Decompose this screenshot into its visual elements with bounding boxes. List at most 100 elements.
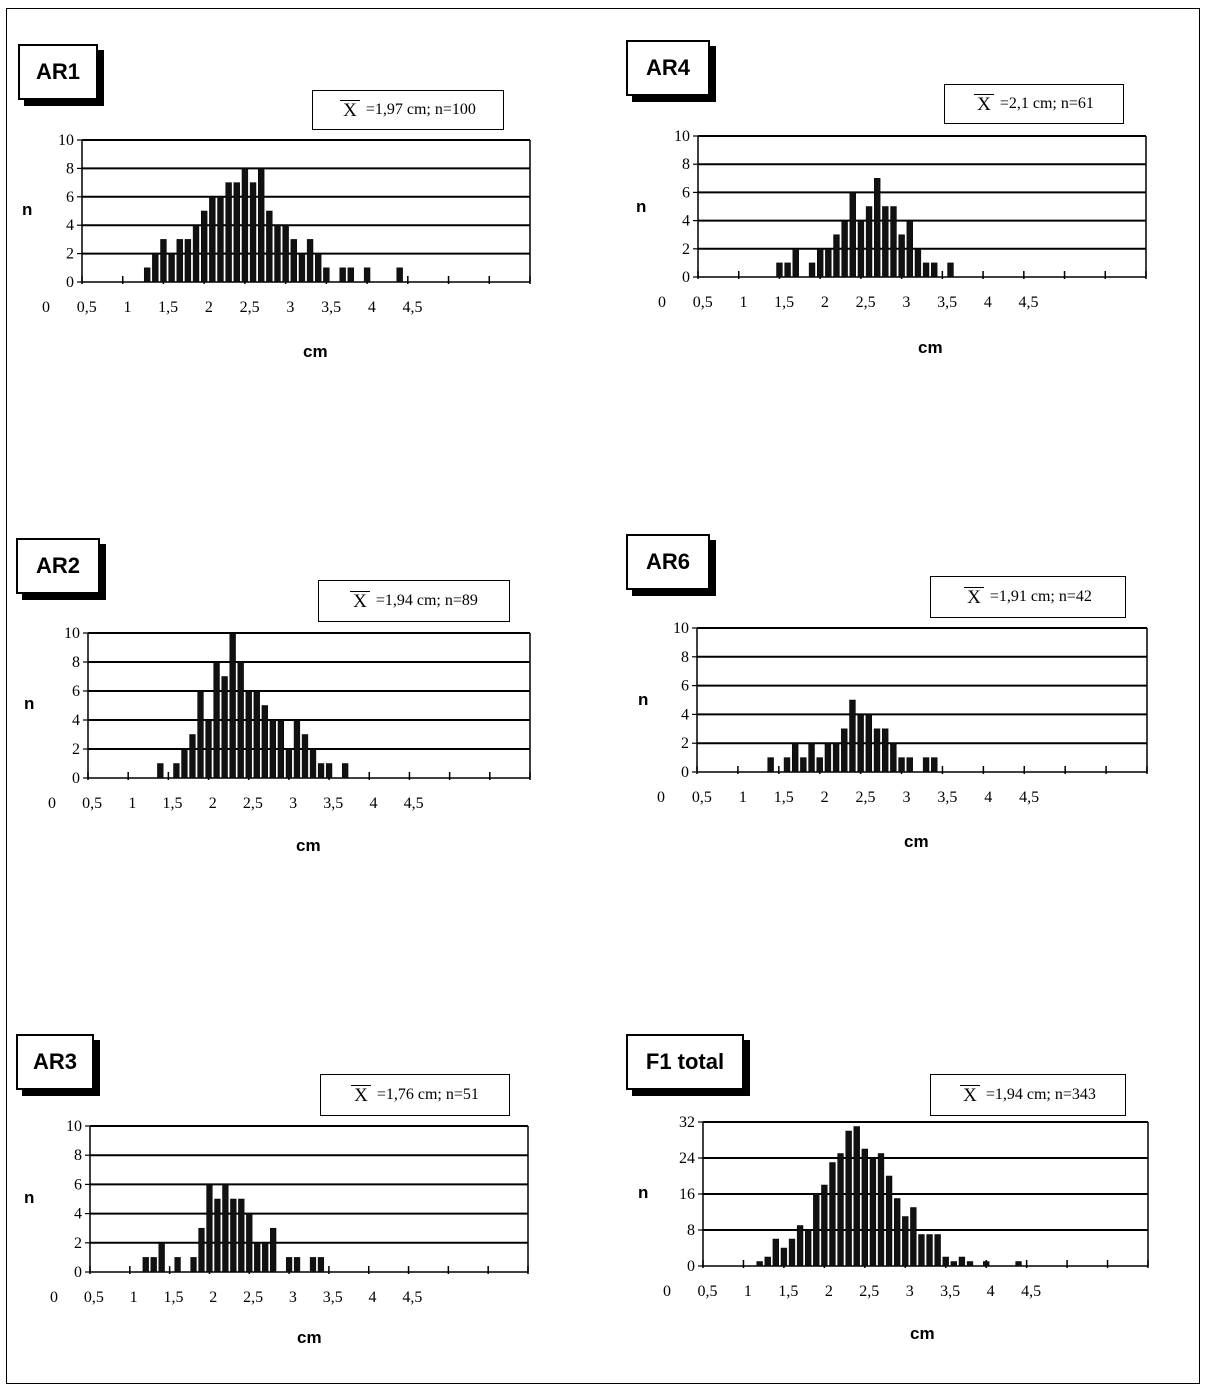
y-tick-label: 2 xyxy=(74,1235,82,1252)
histogram-bar xyxy=(902,1216,909,1267)
x-tick-label: 4,5 xyxy=(1019,789,1039,806)
histogram-bar xyxy=(309,748,317,779)
x-tick-label: 4 xyxy=(984,789,992,806)
x-axis-title: cm xyxy=(904,832,929,851)
histogram-bar xyxy=(266,210,273,283)
histogram-bar xyxy=(885,1175,893,1267)
mean-annotation: X =1,76 cm; n=51 xyxy=(320,1074,510,1116)
histogram-bar xyxy=(922,262,930,278)
x-tick-label: 1,5 xyxy=(158,299,178,316)
histogram-bar xyxy=(229,632,236,779)
y-tick-label: 4 xyxy=(72,712,80,729)
x-tick-label: 3 xyxy=(289,1289,297,1306)
histogram-bar xyxy=(293,1257,301,1273)
mean-text: =2,1 cm; n=61 xyxy=(999,95,1094,112)
histogram-bar xyxy=(168,253,175,283)
histogram-bar xyxy=(209,196,216,283)
histogram-bar xyxy=(906,757,913,773)
histogram-bar xyxy=(190,1257,197,1273)
y-tick-label: 0 xyxy=(682,269,690,286)
histogram-bar xyxy=(958,1256,966,1267)
x-tick-label: 1 xyxy=(128,795,136,812)
histogram-bar xyxy=(325,763,333,779)
histogram-bar xyxy=(261,705,268,779)
histogram-bar xyxy=(253,690,260,779)
mean-symbol: X xyxy=(964,586,984,608)
x-tick-label: 4,5 xyxy=(404,795,424,812)
histogram-bar xyxy=(230,1198,237,1273)
y-tick-label: 10 xyxy=(674,128,690,145)
histogram-bar xyxy=(306,239,314,283)
y-tick-label: 2 xyxy=(66,246,74,263)
y-tick-label: 6 xyxy=(74,1176,82,1193)
histogram-bar xyxy=(249,182,257,283)
histogram-bar xyxy=(290,239,297,283)
x-axis-title: cm xyxy=(910,1324,935,1343)
histogram-bar xyxy=(233,182,240,283)
histogram-bar xyxy=(910,1207,917,1267)
y-tick-label: 8 xyxy=(682,156,690,173)
histogram-bar xyxy=(983,1261,990,1267)
histogram-bar xyxy=(309,1257,317,1273)
x-tick-label: 0 xyxy=(50,1289,58,1306)
histogram-bar xyxy=(942,1256,949,1267)
x-tick-label: 3,5 xyxy=(937,294,957,311)
histogram-bar xyxy=(176,239,183,283)
x-tick-label: 2,5 xyxy=(856,789,876,806)
histogram-bar xyxy=(918,1234,925,1267)
histogram-bar xyxy=(881,728,889,773)
x-tick-label: 2 xyxy=(825,1283,833,1300)
panel-label: AR2 xyxy=(16,538,100,594)
histogram-bar xyxy=(816,757,823,773)
histogram-bar xyxy=(841,220,848,278)
histogram-bar xyxy=(285,748,293,779)
histogram-bar xyxy=(245,690,252,779)
x-axis-title: cm xyxy=(918,338,943,357)
histogram-bar xyxy=(258,168,265,283)
histogram-bar xyxy=(206,1184,213,1273)
x-tick-label: 1 xyxy=(739,294,747,311)
histogram-bar xyxy=(270,1227,277,1273)
mean-symbol: X xyxy=(960,1084,980,1106)
histogram-bar xyxy=(796,1225,804,1267)
x-tick-label: 0,5 xyxy=(82,795,102,812)
histogram-bar xyxy=(205,719,212,779)
y-tick-label: 10 xyxy=(58,132,74,149)
x-axis-title: cm xyxy=(297,1328,322,1347)
y-axis-title: n xyxy=(24,1188,35,1207)
x-tick-label: 3 xyxy=(902,294,910,311)
histogram-bar xyxy=(780,1247,788,1267)
x-tick-label: 2 xyxy=(821,294,829,311)
histogram-bar xyxy=(894,1198,901,1267)
y-axis-title: n xyxy=(24,694,35,713)
x-tick-label: 3 xyxy=(286,299,294,316)
y-tick-label: 6 xyxy=(682,184,690,201)
histogram-bar xyxy=(301,734,309,779)
histogram-bar xyxy=(142,1257,149,1273)
y-tick-label: 2 xyxy=(72,741,80,758)
histogram-bar xyxy=(922,757,930,773)
y-axis-title: n xyxy=(22,200,33,219)
histogram-bar xyxy=(853,1126,860,1267)
histogram-bar xyxy=(873,728,881,773)
histogram-bar xyxy=(214,1198,221,1273)
histogram-bar xyxy=(877,1153,885,1267)
histogram-bar xyxy=(213,661,220,779)
mean-text: =1,94 cm; n=343 xyxy=(985,1086,1096,1103)
x-tick-label: 0,5 xyxy=(692,789,712,806)
histogram-bar xyxy=(898,234,905,278)
histogram-bar xyxy=(890,206,897,278)
histogram-bar xyxy=(950,1261,957,1267)
histogram-bar xyxy=(783,757,791,773)
x-tick-label: 2 xyxy=(209,795,217,812)
histogram-bar xyxy=(756,1261,763,1267)
histogram-bar xyxy=(347,267,354,283)
histogram-bar xyxy=(184,239,192,283)
mean-annotation: X =2,1 cm; n=61 xyxy=(944,84,1124,124)
histogram-bar xyxy=(833,234,840,278)
histogram-bar xyxy=(865,714,873,773)
y-tick-label: 24 xyxy=(679,1150,695,1167)
histogram-bar xyxy=(323,267,330,283)
